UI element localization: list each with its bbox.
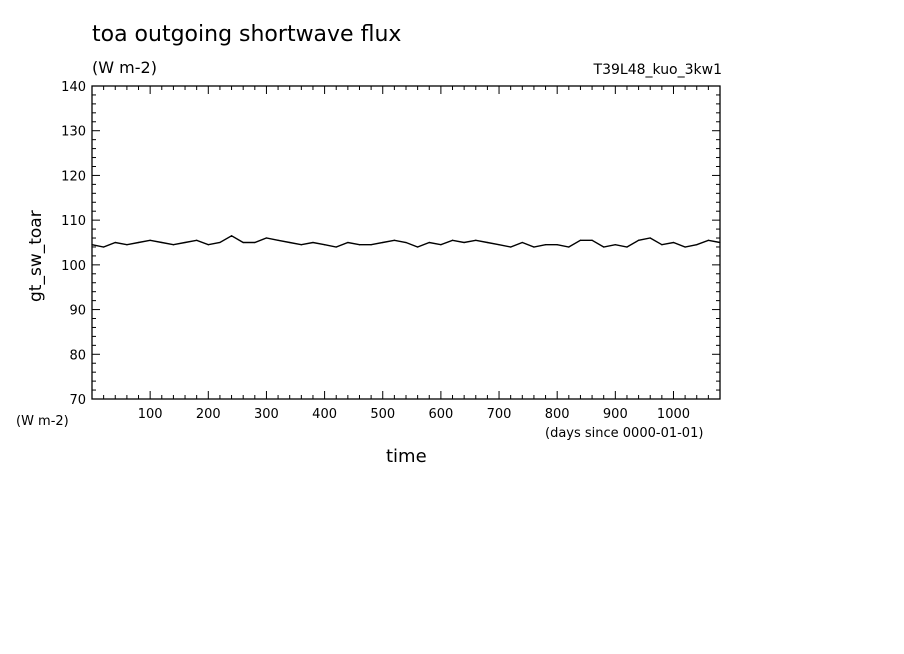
data-point <box>719 241 721 244</box>
data-point <box>382 241 384 244</box>
y-tick-label: 110 <box>61 214 86 229</box>
y-tick-label: 90 <box>69 304 86 319</box>
data-point <box>486 241 489 244</box>
y-tick-label: 140 <box>61 80 86 95</box>
data-point <box>230 235 233 237</box>
series-line <box>91 234 721 248</box>
data-point <box>463 241 465 244</box>
run-label: T39L48_kuo_3kw1 <box>593 62 722 78</box>
data-point <box>672 241 675 244</box>
data-point <box>265 237 268 239</box>
x-axis-units: (days since 0000-01-01) <box>545 426 704 441</box>
x-tick-label: 200 <box>196 407 221 422</box>
x-tick-label: 800 <box>545 407 570 422</box>
data-point <box>91 244 93 246</box>
y-tick-label: 120 <box>61 169 86 184</box>
data-point <box>498 244 500 246</box>
data-point <box>451 239 454 241</box>
data-point <box>556 244 558 246</box>
data-point <box>510 246 512 248</box>
data-point <box>533 246 535 248</box>
x-tick-label: 500 <box>370 407 395 422</box>
data-point <box>591 239 593 241</box>
chart-title: toa outgoing shortwave flux <box>92 22 402 47</box>
data-point <box>579 239 582 241</box>
data-point <box>289 241 291 244</box>
data-point <box>614 244 616 246</box>
x-tick-label: 400 <box>312 407 337 422</box>
x-tick-label: 300 <box>254 407 279 422</box>
y-tick-label: 80 <box>69 348 86 363</box>
data-point <box>696 244 698 246</box>
data-point <box>603 246 605 248</box>
data-point <box>358 244 361 246</box>
data-point <box>393 239 395 241</box>
data-point <box>114 241 116 244</box>
data-point <box>300 244 302 246</box>
data-point <box>219 241 221 244</box>
data-point <box>196 239 198 241</box>
data-point <box>684 246 686 248</box>
x-tick-label: 700 <box>487 407 512 422</box>
data-point <box>626 246 628 248</box>
y-axis-units: (W m-2) <box>16 414 69 429</box>
data-point <box>568 246 570 248</box>
data-point <box>405 241 407 244</box>
data-point <box>475 239 477 241</box>
data-point <box>347 241 349 244</box>
data-point <box>707 239 709 241</box>
y-tick-label: 70 <box>69 393 86 408</box>
data-point <box>661 244 663 246</box>
data-point <box>417 246 419 248</box>
x-tick-label: 1000 <box>657 407 690 422</box>
data-point <box>323 244 326 246</box>
data-point <box>312 241 314 244</box>
data-point <box>149 239 151 241</box>
x-tick-label: 100 <box>138 407 163 422</box>
x-tick-label: 900 <box>603 407 628 422</box>
data-point <box>370 244 372 246</box>
axes: 100 200 300 400 500 600 700 800 900 1000 70 80 90 100… <box>61 80 721 422</box>
data-point <box>428 241 430 244</box>
data-point <box>161 241 163 244</box>
data-point <box>521 241 523 244</box>
data-point <box>137 241 140 244</box>
x-axis-label: time <box>386 446 427 467</box>
data-point <box>184 241 186 244</box>
data-point <box>103 246 105 248</box>
data-point <box>637 239 640 241</box>
data-point <box>335 246 337 248</box>
data-point <box>649 237 651 239</box>
data-point <box>126 244 128 246</box>
data-point <box>277 239 279 241</box>
series-group <box>91 234 721 248</box>
y-tick-label: 100 <box>61 259 86 274</box>
data-point <box>544 244 547 246</box>
data-point <box>207 244 209 246</box>
data-point <box>172 244 175 246</box>
data-point <box>254 241 256 244</box>
chart-units: (W m-2) <box>92 58 157 77</box>
x-tick-label: 600 <box>428 407 453 422</box>
data-point <box>440 244 442 246</box>
data-point <box>242 241 244 244</box>
y-tick-label: 130 <box>61 125 86 140</box>
